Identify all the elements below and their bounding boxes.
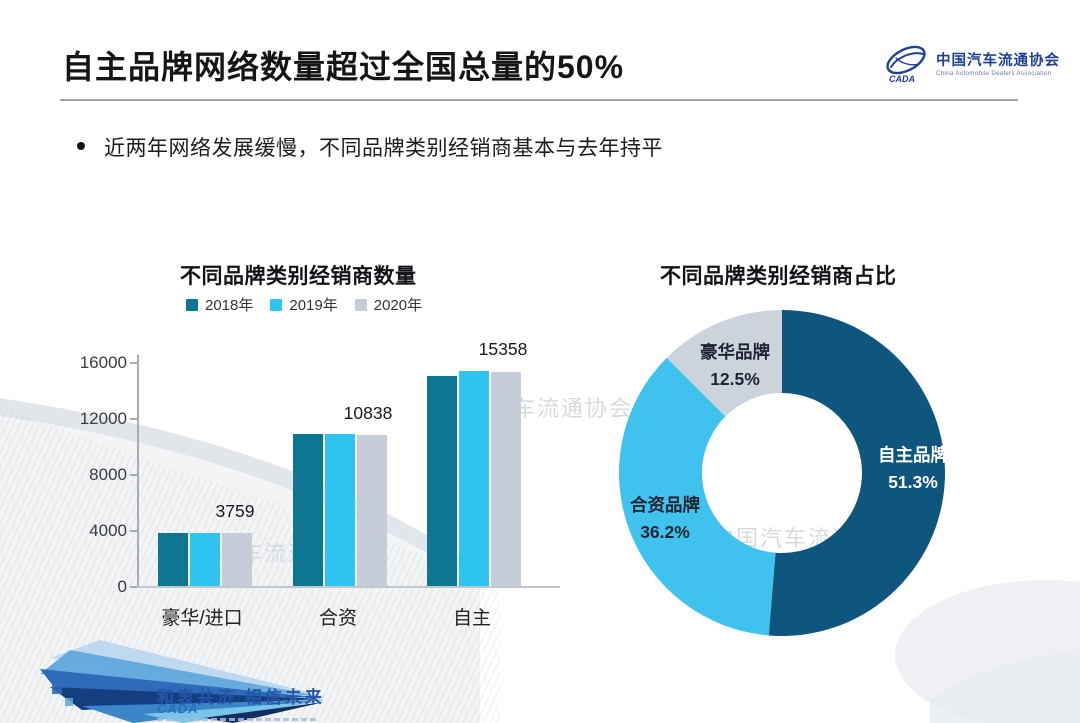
legend-swatch [354, 298, 367, 311]
bar-chart-legend: 2018年 2019年 2020年 [186, 294, 422, 315]
donut-slice-自主品牌 [768, 310, 946, 636]
donut-label-percent: 36.2% [640, 522, 690, 542]
x-axis-line [137, 586, 560, 588]
bar-chart-title: 不同品牌类别经销商数量 [180, 265, 417, 288]
watermark-text: 车流通协会 [513, 396, 634, 421]
y-axis-tick [130, 418, 137, 420]
legend-item: 2018年 [186, 294, 253, 315]
bar-data-label: 10838 [343, 403, 393, 423]
y-axis-line [137, 355, 139, 586]
bar-data-label: 3759 [215, 501, 255, 521]
legend-label: 2020年 [373, 297, 423, 314]
legend-swatch [186, 298, 198, 311]
footer-slogan: 和衷共济 相信未来 [157, 688, 325, 707]
y-axis-tick-label: 8000 [89, 465, 127, 484]
footer-microtext [157, 718, 317, 721]
legend-swatch [270, 298, 283, 311]
y-axis-tick [130, 362, 137, 364]
y-axis-tick-label: 0 [117, 577, 127, 596]
donut-label-豪华品牌: 豪华品牌 12.5% [665, 339, 805, 393]
bar-合资-2018年 [293, 434, 323, 586]
bar-自主-2020年 [491, 371, 521, 586]
bar-合资-2019年 [325, 434, 355, 586]
donut-slice-合资品牌 [619, 357, 776, 636]
bar-自主-2019年 [459, 370, 489, 586]
bar-豪华/进口-2018年 [158, 532, 188, 586]
donut-slice-豪华品牌 [666, 310, 782, 417]
donut-label-name: 自主品牌 [878, 445, 948, 465]
y-axis-tick-label: 16000 [79, 353, 127, 372]
bar-豪华/进口-2019年 [190, 533, 220, 586]
logo-name-cn: 中国汽车流通协会 [936, 53, 1060, 69]
donut-label-percent: 12.5% [710, 369, 760, 389]
logo-name-en: China Automobile Dealers Association [936, 70, 1052, 77]
donut-chart-title: 不同品牌类别经销商占比 [660, 265, 897, 288]
donut-label-name: 合资品牌 [630, 495, 700, 515]
legend-item: 2020年 [354, 294, 423, 315]
legend-label: 2018年 [205, 297, 254, 314]
cada-emblem-icon: CADA [886, 45, 926, 84]
bar-data-label: 15358 [478, 339, 528, 359]
donut-chart [619, 310, 946, 636]
y-axis-tick-label: 12000 [79, 409, 127, 428]
page-title: 自主品牌网络数量超过全国总量的50% [62, 49, 625, 85]
footer-cada-wordmark: CADA [157, 701, 199, 716]
x-axis-category-label: 自主 [452, 608, 491, 629]
donut-label-name: 豪华品牌 [700, 342, 770, 362]
bar-自主-2018年 [427, 376, 457, 586]
association-logo: CADA 中国汽车流通协会 China Automobile Dealers A… [882, 44, 1060, 88]
bullet-text: 近两年网络发展缓慢，不同品牌类别经销商基本与去年持平 [104, 137, 663, 160]
legend-item: 2019年 [270, 294, 338, 315]
y-axis-tick-label: 4000 [89, 521, 127, 540]
bar-合资-2020年 [357, 434, 387, 586]
footer-fan-graphic [40, 640, 324, 723]
legend-label: 2019年 [289, 297, 338, 314]
x-axis-category-label: 合资 [318, 608, 357, 629]
bar-豪华/进口-2020年 [222, 533, 252, 586]
donut-label-合资品牌: 合资品牌 36.2% [595, 492, 735, 546]
y-axis-tick [130, 586, 137, 588]
svg-text:CADA: CADA [889, 74, 915, 84]
x-axis-category-label: 豪华/进口 [161, 608, 243, 629]
title-underline [60, 99, 1018, 101]
donut-label-自主品牌: 自主品牌 51.3% [843, 442, 983, 496]
y-axis-tick [130, 474, 137, 476]
y-axis-tick [130, 530, 137, 532]
donut-label-percent: 51.3% [888, 472, 938, 492]
bullet-dot [77, 142, 85, 150]
